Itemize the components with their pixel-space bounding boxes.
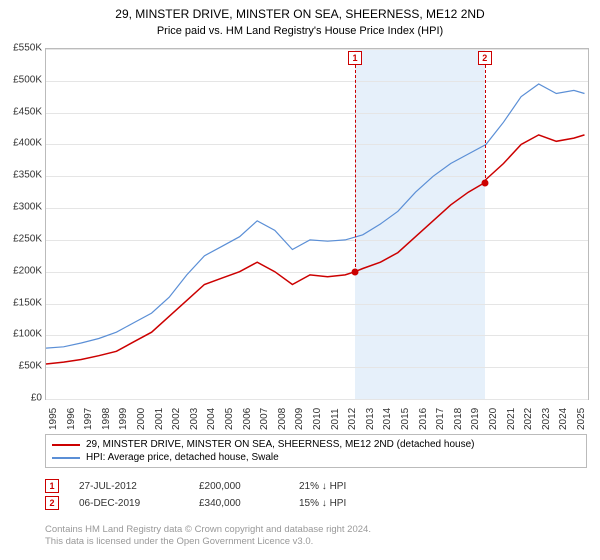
chart-title: 29, MINSTER DRIVE, MINSTER ON SEA, SHEER…	[0, 0, 600, 23]
footnote-row: 1 27-JUL-2012 £200,000 21% ↓ HPI	[45, 479, 587, 493]
legend-swatch	[52, 457, 80, 459]
footnote-marker: 1	[45, 479, 59, 493]
footnote-pct: 15% ↓ HPI	[299, 498, 399, 509]
footnote-date: 27-JUL-2012	[79, 481, 199, 492]
legend-label: 29, MINSTER DRIVE, MINSTER ON SEA, SHEER…	[86, 439, 474, 450]
legend-box: 29, MINSTER DRIVE, MINSTER ON SEA, SHEER…	[45, 434, 587, 468]
attribution-line: Contains HM Land Registry data © Crown c…	[45, 524, 587, 536]
legend-item: HPI: Average price, detached house, Swal…	[52, 451, 580, 464]
plot-area: 12	[45, 48, 589, 400]
chart-subtitle: Price paid vs. HM Land Registry's House …	[0, 25, 600, 37]
footnote-date: 06-DEC-2019	[79, 498, 199, 509]
chart-container: 29, MINSTER DRIVE, MINSTER ON SEA, SHEER…	[0, 0, 600, 560]
footnote-price: £340,000	[199, 498, 299, 509]
footnote-row: 2 06-DEC-2019 £340,000 15% ↓ HPI	[45, 496, 587, 510]
legend-item: 29, MINSTER DRIVE, MINSTER ON SEA, SHEER…	[52, 438, 580, 451]
line-series-svg	[46, 49, 588, 399]
attribution-line: This data is licensed under the Open Gov…	[45, 536, 587, 548]
footnote-pct: 21% ↓ HPI	[299, 481, 399, 492]
attribution: Contains HM Land Registry data © Crown c…	[45, 524, 587, 549]
footnote-price: £200,000	[199, 481, 299, 492]
footnote-marker: 2	[45, 496, 59, 510]
legend-label: HPI: Average price, detached house, Swal…	[86, 452, 279, 463]
footnotes: 1 27-JUL-2012 £200,000 21% ↓ HPI 2 06-DE…	[45, 476, 587, 513]
legend-swatch	[52, 444, 80, 446]
